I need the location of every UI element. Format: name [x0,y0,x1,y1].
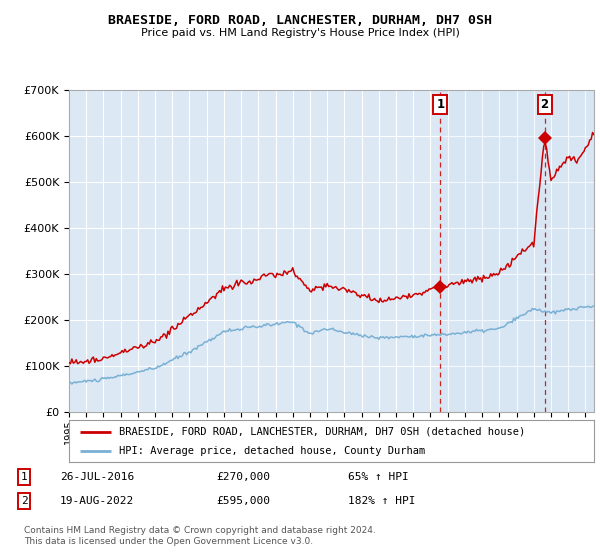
Text: Price paid vs. HM Land Registry's House Price Index (HPI): Price paid vs. HM Land Registry's House … [140,28,460,38]
Text: HPI: Average price, detached house, County Durham: HPI: Average price, detached house, Coun… [119,446,425,456]
Text: 65% ↑ HPI: 65% ↑ HPI [348,472,409,482]
Text: 2: 2 [541,97,548,111]
Text: Contains HM Land Registry data © Crown copyright and database right 2024.
This d: Contains HM Land Registry data © Crown c… [24,526,376,546]
Text: BRAESIDE, FORD ROAD, LANCHESTER, DURHAM, DH7 0SH: BRAESIDE, FORD ROAD, LANCHESTER, DURHAM,… [108,14,492,27]
Bar [440,90,594,412]
Text: 182% ↑ HPI: 182% ↑ HPI [348,496,415,506]
Text: 2: 2 [20,496,28,506]
Text: £270,000: £270,000 [216,472,270,482]
Text: £595,000: £595,000 [216,496,270,506]
Text: 1: 1 [436,97,445,111]
Text: 1: 1 [20,472,28,482]
Text: 19-AUG-2022: 19-AUG-2022 [60,496,134,506]
Text: 26-JUL-2016: 26-JUL-2016 [60,472,134,482]
Text: BRAESIDE, FORD ROAD, LANCHESTER, DURHAM, DH7 0SH (detached house): BRAESIDE, FORD ROAD, LANCHESTER, DURHAM,… [119,427,525,437]
